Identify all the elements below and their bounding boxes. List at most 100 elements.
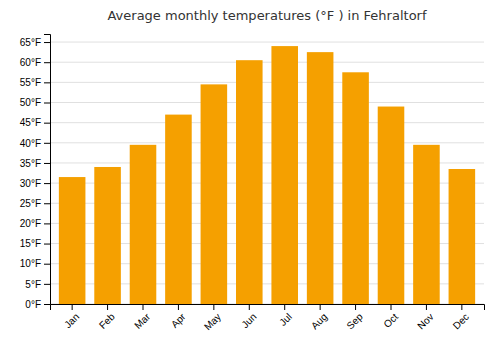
bar xyxy=(59,177,86,304)
tick-mark xyxy=(44,42,50,43)
tick: 65°F xyxy=(20,37,50,48)
tick: 40°F xyxy=(20,138,50,149)
tick-label: 55°F xyxy=(20,77,41,88)
bar xyxy=(94,167,121,304)
bar xyxy=(307,52,334,304)
bar xyxy=(413,145,440,304)
grid-line xyxy=(50,82,484,83)
tick-mark xyxy=(391,304,392,310)
tick: 60°F xyxy=(20,57,50,68)
tick: 0°F xyxy=(25,299,50,310)
tick-mark xyxy=(44,264,50,265)
grid-line xyxy=(50,122,484,123)
tick-label: 10°F xyxy=(20,258,41,269)
bar xyxy=(342,72,369,304)
grid-line xyxy=(50,102,484,103)
grid-line xyxy=(50,142,484,143)
tick-label: Apr xyxy=(169,311,188,330)
tick-mark xyxy=(44,183,50,184)
tick: Mar xyxy=(132,304,152,331)
tick-mark xyxy=(44,143,50,144)
tick-mark xyxy=(249,304,250,310)
tick-mark xyxy=(44,163,50,164)
tick-label: Mar xyxy=(132,311,152,331)
tick-mark xyxy=(461,304,462,310)
tick-label: Dec xyxy=(451,311,471,331)
tick: 30°F xyxy=(20,178,50,189)
tick: Dec xyxy=(451,304,471,331)
grid xyxy=(50,42,484,304)
tick-label: Jun xyxy=(239,311,258,330)
tick-label: 30°F xyxy=(20,178,41,189)
bar xyxy=(130,145,157,304)
title: Average monthly temperatures (°F ) in Fe… xyxy=(107,8,426,23)
bar xyxy=(378,107,405,304)
tick-mark xyxy=(44,123,50,124)
tick-label: 0°F xyxy=(25,299,41,310)
tick-mark xyxy=(143,304,144,310)
bars xyxy=(59,46,475,304)
tick-mark xyxy=(44,304,50,305)
tick-label: 5°F xyxy=(25,279,41,290)
tick: Feb xyxy=(97,304,117,331)
tick-label: Aug xyxy=(309,311,329,331)
tick-mark xyxy=(44,223,50,224)
tick-mark xyxy=(107,304,108,310)
tick: 5°F xyxy=(25,279,50,290)
tick-label: 60°F xyxy=(20,57,41,68)
tick-label: Oct xyxy=(381,311,400,330)
x-axis: Jan Feb Mar Apr May Jun Jul Aug Sep Oct Nov Dec xyxy=(51,304,485,332)
tick: May xyxy=(202,304,223,332)
bar xyxy=(449,169,476,304)
tick-label: 15°F xyxy=(20,238,41,249)
bar xyxy=(201,84,228,304)
axis-line xyxy=(44,35,51,305)
tick-label: May xyxy=(202,311,223,332)
tick-label: 65°F xyxy=(20,37,41,48)
plot: 0°F 5°F 10°F 15°F 20°F 25°F 30°F 35°F 40°F 45°F 50… xyxy=(20,35,485,333)
bar xyxy=(236,60,263,304)
tick-label: Sep xyxy=(344,311,365,332)
tick: Jun xyxy=(239,304,258,330)
tick-mark xyxy=(72,304,73,310)
tick-label: Nov xyxy=(415,311,435,331)
tick: Oct xyxy=(381,304,400,330)
tick: 50°F xyxy=(20,97,50,108)
grid-line xyxy=(50,62,484,63)
tick-mark xyxy=(44,244,50,245)
grid-line xyxy=(50,42,484,43)
tick-mark xyxy=(44,203,50,204)
tick: Sep xyxy=(344,304,365,331)
tick-mark xyxy=(178,304,179,310)
tick-mark xyxy=(44,284,50,285)
tick-label: 40°F xyxy=(20,138,41,149)
tick: Nov xyxy=(415,304,435,331)
tick-mark xyxy=(44,103,50,104)
tick-label: Jan xyxy=(62,311,81,330)
tick-label: 50°F xyxy=(20,97,41,108)
y-axis: 0°F 5°F 10°F 15°F 20°F 25°F 30°F 35°F 40°F 45°F 50… xyxy=(20,35,51,310)
tick: 20°F xyxy=(20,218,50,229)
tick-label: 20°F xyxy=(20,218,41,229)
tick-mark xyxy=(426,304,427,310)
tick-mark xyxy=(284,304,285,310)
tick-label: Feb xyxy=(97,311,117,331)
bar xyxy=(165,115,192,304)
axis-line xyxy=(51,305,485,311)
tick: 25°F xyxy=(20,198,50,209)
tick: 10°F xyxy=(20,258,50,269)
tick-label: Jul xyxy=(277,311,294,328)
bar xyxy=(271,46,298,304)
tick-mark xyxy=(44,62,50,63)
tick-label: 35°F xyxy=(20,158,41,169)
tick-mark xyxy=(355,304,356,310)
tick: Aug xyxy=(309,304,329,331)
chart: 0°F 5°F 10°F 15°F 20°F 25°F 30°F 35°F 40°F 45°F 50… xyxy=(0,0,500,350)
tick: Jan xyxy=(62,304,81,330)
tick-label: 45°F xyxy=(20,117,41,128)
tick: 55°F xyxy=(20,77,50,88)
tick-mark xyxy=(44,82,50,83)
tick-label: 25°F xyxy=(20,198,41,209)
tick: 35°F xyxy=(20,158,50,169)
tick-mark xyxy=(320,304,321,310)
